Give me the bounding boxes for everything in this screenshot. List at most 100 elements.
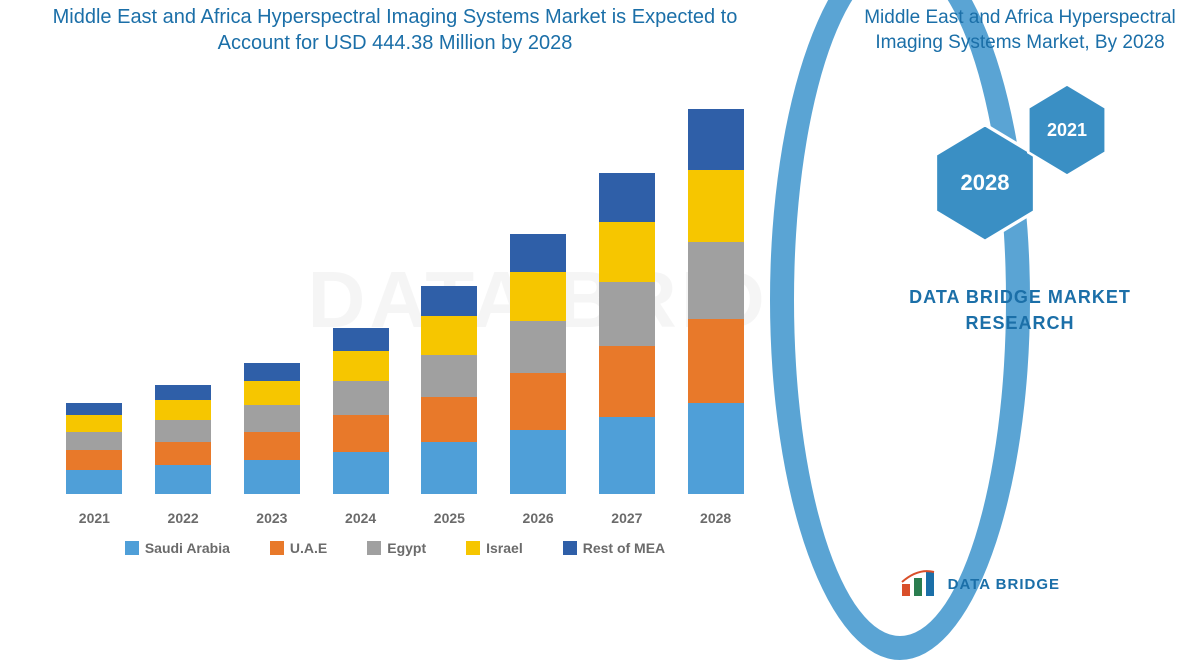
legend-item: Egypt: [367, 540, 426, 556]
bar-segment: [244, 381, 300, 405]
bar-segment: [244, 432, 300, 461]
bar-segment: [688, 403, 744, 494]
legend-label: U.A.E: [290, 540, 327, 556]
bar-stack: [421, 286, 477, 494]
bar-segment: [244, 363, 300, 381]
x-axis-label: 2027: [588, 510, 666, 526]
x-axis-label: 2022: [144, 510, 222, 526]
x-axis-label: 2025: [410, 510, 488, 526]
bar-segment: [599, 417, 655, 494]
legend-item: U.A.E: [270, 540, 327, 556]
bar-segment: [244, 405, 300, 432]
footer-logo: DATA BRIDGE: [900, 570, 1060, 598]
bar-segment: [510, 272, 566, 321]
bar-segment: [510, 321, 566, 373]
bar-segment: [688, 319, 744, 403]
bar-segment: [599, 173, 655, 222]
right-title-line1: Middle East and Africa Hyperspectral: [864, 6, 1176, 31]
bar-segment: [421, 442, 477, 494]
bar-group: [410, 286, 488, 494]
bar-segment: [66, 470, 122, 494]
legend-swatch: [466, 541, 480, 555]
right-panel: Middle East and Africa Hyperspectral Ima…: [800, 0, 1200, 600]
bar-stack: [333, 328, 389, 494]
bar-segment: [66, 432, 122, 450]
chart-plot-area: 2021 2022 2023 2024 2025 2026 2027 2028: [0, 64, 790, 534]
bar-group: [322, 328, 400, 494]
bar-group: [233, 363, 311, 494]
bar-segment: [599, 282, 655, 346]
footer-logo-text: DATA BRIDGE: [948, 576, 1060, 593]
bar-segment: [421, 397, 477, 442]
bar-stack: [66, 403, 122, 494]
bar-segment: [155, 442, 211, 466]
right-title: Middle East and Africa Hyperspectral Ima…: [864, 6, 1176, 55]
hexagon-group: 2028 2021: [920, 81, 1120, 261]
bar-group: [588, 173, 666, 494]
brand-text: DATA BRIDGE MARKET RESEARCH: [909, 285, 1131, 335]
bar-segment: [333, 351, 389, 381]
bar-segment: [333, 415, 389, 452]
bar-stack: [510, 234, 566, 494]
bar-stack: [599, 173, 655, 494]
bars-container: [50, 74, 760, 494]
bar-segment: [333, 328, 389, 352]
legend-swatch: [367, 541, 381, 555]
chart-title-line1: Middle East and Africa Hyperspectral Ima…: [30, 4, 760, 30]
x-axis-labels: 2021 2022 2023 2024 2025 2026 2027 2028: [50, 510, 760, 526]
bar-group: [55, 403, 133, 494]
bar-segment: [155, 420, 211, 442]
bar-segment: [510, 373, 566, 430]
bar-stack: [688, 109, 744, 494]
bar-stack: [244, 363, 300, 494]
hexagon-2021-label: 2021: [1047, 120, 1087, 141]
hexagon-2028-label: 2028: [961, 170, 1010, 196]
bar-segment: [333, 381, 389, 415]
bar-segment: [688, 170, 744, 242]
bar-segment: [66, 403, 122, 415]
legend-label: Israel: [486, 540, 523, 556]
x-axis-label: 2023: [233, 510, 311, 526]
legend-label: Egypt: [387, 540, 426, 556]
chart-legend: Saudi Arabia U.A.E Egypt Israel Rest of MEA: [0, 534, 790, 556]
bar-segment: [421, 316, 477, 355]
x-axis-label: 2028: [677, 510, 755, 526]
brand-line1: DATA BRIDGE MARKET: [909, 285, 1131, 310]
chart-title-line2: Account for USD 444.38 Million by 2028: [30, 30, 760, 56]
footer-logo-icon: [900, 570, 942, 598]
bar-segment: [688, 109, 744, 169]
bar-segment: [155, 465, 211, 494]
bar-segment: [599, 222, 655, 282]
x-axis-label: 2024: [322, 510, 400, 526]
bar-segment: [421, 286, 477, 316]
x-axis-label: 2021: [55, 510, 133, 526]
brand-line2: RESEARCH: [909, 311, 1131, 336]
bar-segment: [510, 234, 566, 273]
bar-segment: [421, 355, 477, 397]
chart-panel: Middle East and Africa Hyperspectral Ima…: [0, 0, 790, 600]
hexagon-2021: 2021: [1024, 81, 1110, 179]
legend-item: Israel: [466, 540, 523, 556]
bar-segment: [155, 400, 211, 420]
bar-segment: [66, 415, 122, 432]
bar-segment: [688, 242, 744, 319]
legend-item: Saudi Arabia: [125, 540, 230, 556]
right-title-line2: Imaging Systems Market, By 2028: [864, 31, 1176, 56]
bar-stack: [155, 385, 211, 494]
bar-group: [144, 385, 222, 494]
legend-label: Rest of MEA: [583, 540, 665, 556]
legend-swatch: [563, 541, 577, 555]
bar-segment: [599, 346, 655, 417]
bar-segment: [510, 430, 566, 494]
legend-item: Rest of MEA: [563, 540, 665, 556]
bar-segment: [66, 450, 122, 470]
chart-title: Middle East and Africa Hyperspectral Ima…: [0, 0, 790, 64]
bar-segment: [333, 452, 389, 494]
bar-segment: [244, 460, 300, 494]
legend-swatch: [270, 541, 284, 555]
legend-swatch: [125, 541, 139, 555]
bar-group: [677, 109, 755, 494]
bar-segment: [155, 385, 211, 400]
x-axis-label: 2026: [499, 510, 577, 526]
bar-group: [499, 234, 577, 494]
